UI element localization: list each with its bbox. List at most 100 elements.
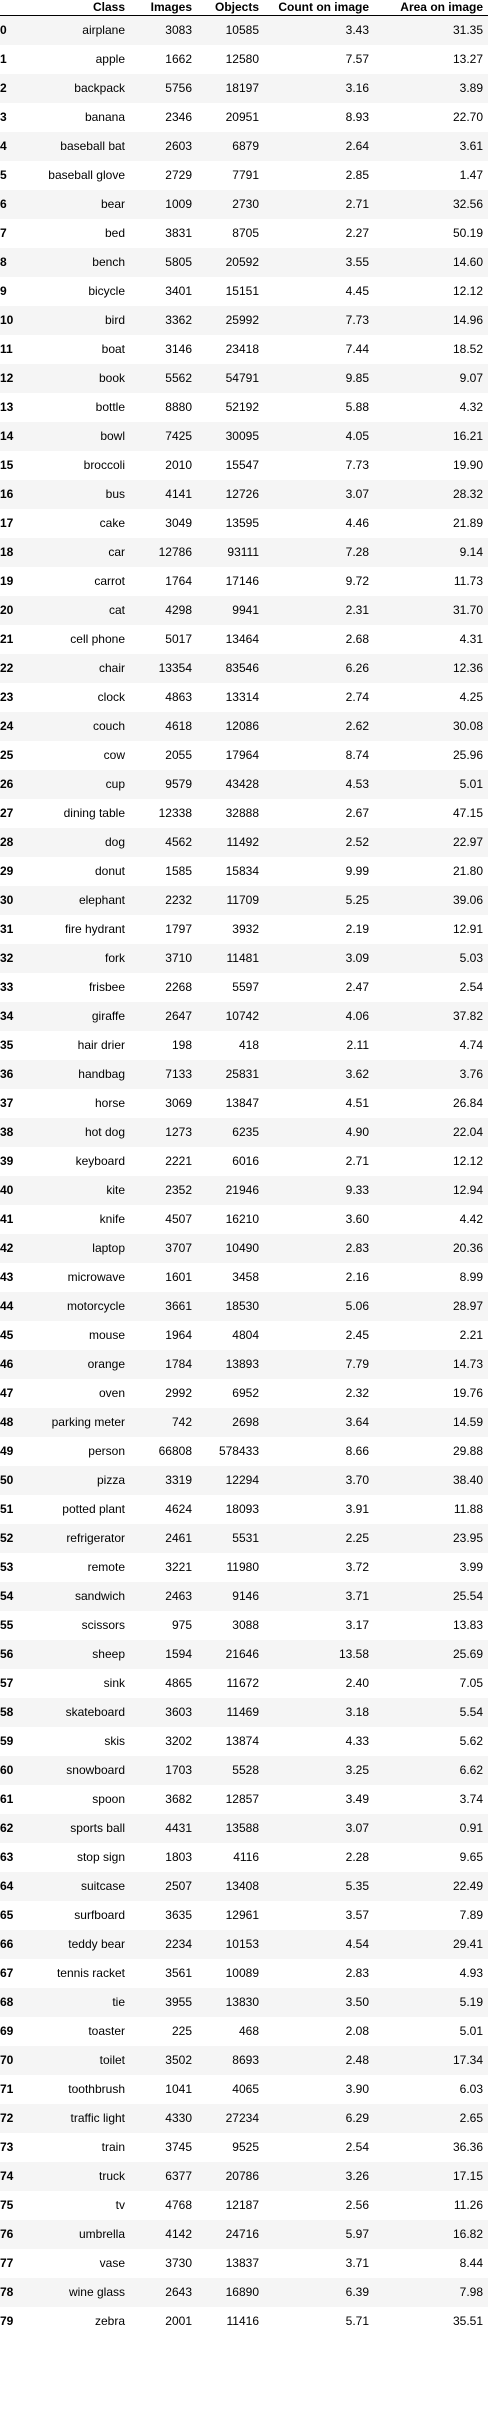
class-cell: wine glass [68, 2285, 125, 2299]
images-cell: 4431 [165, 1821, 192, 1835]
count-on-image-cell: 2.25 [345, 1531, 369, 1545]
table-row: 52 refrigerator 2461 5531 2.25 23.95 [0, 1524, 488, 1553]
class-cell: vase [99, 2256, 125, 2270]
row-index: 25 [0, 748, 14, 762]
images-cell: 3502 [165, 2053, 192, 2067]
table-row: 55 scissors 975 3088 3.17 13.83 [0, 1611, 488, 1640]
images-cell: 9579 [165, 777, 192, 791]
objects-cell: 24716 [225, 2227, 259, 2241]
row-index: 24 [0, 719, 14, 733]
area-on-image-cell: 11.88 [453, 1502, 483, 1516]
row-index: 31 [0, 922, 14, 936]
objects-cell: 20951 [225, 110, 259, 124]
images-cell: 3202 [165, 1734, 192, 1748]
table-row: 58 skateboard 3603 11469 3.18 5.54 [0, 1698, 488, 1727]
row-index: 13 [0, 400, 14, 414]
class-cell: tv [115, 2198, 125, 2212]
row-index: 77 [0, 2256, 14, 2270]
images-cell: 3049 [165, 516, 192, 530]
objects-cell: 12726 [225, 487, 259, 501]
table-row: 19 carrot 1764 17146 9.72 11.73 [0, 567, 488, 596]
images-cell: 2055 [165, 748, 192, 762]
area-on-image-cell: 25.96 [452, 748, 483, 762]
header-count-on-image: Count on image [264, 0, 374, 16]
table-row: 26 cup 9579 43428 4.53 5.01 [0, 770, 488, 799]
row-index: 49 [0, 1444, 14, 1458]
row-index: 14 [0, 429, 14, 443]
table-row: 2 backpack 5756 18197 3.16 3.89 [0, 74, 488, 103]
area-on-image-cell: 28.32 [452, 487, 483, 501]
images-cell: 3069 [165, 1096, 192, 1110]
objects-cell: 16890 [225, 2285, 259, 2299]
row-index: 68 [0, 1995, 14, 2009]
objects-cell: 43428 [225, 777, 259, 791]
table-row: 29 donut 1585 15834 9.99 21.80 [0, 857, 488, 886]
area-on-image-cell: 5.01 [459, 777, 483, 791]
objects-cell: 4804 [232, 1328, 259, 1342]
count-on-image-cell: 3.71 [345, 1589, 369, 1603]
row-index: 67 [0, 1966, 14, 1980]
table-row: 69 toaster 225 468 2.08 5.01 [0, 2017, 488, 2046]
count-on-image-cell: 2.56 [345, 2198, 369, 2212]
class-cell: broccoli [83, 458, 125, 472]
table-row: 74 truck 6377 20786 3.26 17.15 [0, 2162, 488, 2191]
images-cell: 3682 [165, 1792, 192, 1806]
row-index: 43 [0, 1270, 14, 1284]
class-cell: cake [99, 516, 125, 530]
class-cell: horse [94, 1096, 125, 1110]
table-row: 0 airplane 3083 10585 3.43 31.35 [0, 15, 488, 45]
images-cell: 3561 [165, 1966, 192, 1980]
area-on-image-cell: 22.04 [452, 1125, 483, 1139]
count-on-image-cell: 2.71 [345, 1154, 369, 1168]
row-index: 73 [0, 2140, 14, 2154]
area-on-image-cell: 6.03 [459, 2082, 483, 2096]
class-cell: parking meter [51, 1415, 125, 1429]
table-row: 77 vase 3730 13837 3.71 8.44 [0, 2249, 488, 2278]
table-row: 1 apple 1662 12580 7.57 13.27 [0, 45, 488, 74]
class-cell: hair drier [77, 1038, 125, 1052]
row-index: 58 [0, 1705, 14, 1719]
table-row: 9 bicycle 3401 15151 4.45 12.12 [0, 277, 488, 306]
table-row: 28 dog 4562 11492 2.52 22.97 [0, 828, 488, 857]
objects-cell: 10585 [225, 23, 259, 37]
images-cell: 12338 [158, 806, 192, 820]
row-index: 78 [0, 2285, 14, 2299]
row-index: 54 [0, 1589, 14, 1603]
area-on-image-cell: 4.32 [459, 400, 483, 414]
objects-cell: 5531 [232, 1531, 259, 1545]
count-on-image-cell: 3.25 [345, 1763, 369, 1777]
row-index: 50 [0, 1473, 14, 1487]
header-row: Class Images Objects Count on image Area… [0, 0, 488, 16]
area-on-image-cell: 2.54 [459, 980, 483, 994]
images-cell: 3831 [165, 226, 192, 240]
count-on-image-cell: 3.55 [345, 255, 369, 269]
row-index: 10 [0, 313, 14, 327]
objects-cell: 3932 [232, 922, 259, 936]
area-on-image-cell: 21.80 [452, 864, 483, 878]
count-on-image-cell: 7.79 [345, 1357, 369, 1371]
images-cell: 2647 [165, 1009, 192, 1023]
images-cell: 1964 [165, 1328, 192, 1342]
row-index: 53 [0, 1560, 14, 1574]
class-cell: airplane [82, 23, 125, 37]
count-on-image-cell: 8.93 [345, 110, 369, 124]
table-row: 11 boat 3146 23418 7.44 18.52 [0, 335, 488, 364]
class-cell: sink [103, 1676, 125, 1690]
count-on-image-cell: 3.07 [345, 1821, 369, 1835]
row-index: 65 [0, 1908, 14, 1922]
images-cell: 2010 [165, 458, 192, 472]
table-row: 20 cat 4298 9941 2.31 31.70 [0, 596, 488, 625]
table-row: 71 toothbrush 1041 4065 3.90 6.03 [0, 2075, 488, 2104]
class-cell: dog [104, 835, 125, 849]
table-row: 39 keyboard 2221 6016 2.71 12.12 [0, 1147, 488, 1176]
objects-cell: 2698 [232, 1415, 259, 1429]
objects-cell: 18530 [225, 1299, 259, 1313]
row-index: 36 [0, 1067, 14, 1081]
objects-cell: 578433 [218, 1444, 259, 1458]
class-cell: skis [104, 1734, 125, 1748]
count-on-image-cell: 7.73 [345, 458, 369, 472]
objects-cell: 418 [238, 1038, 259, 1052]
objects-cell: 13408 [225, 1879, 259, 1893]
count-on-image-cell: 5.25 [345, 893, 369, 907]
images-cell: 975 [171, 1618, 192, 1632]
